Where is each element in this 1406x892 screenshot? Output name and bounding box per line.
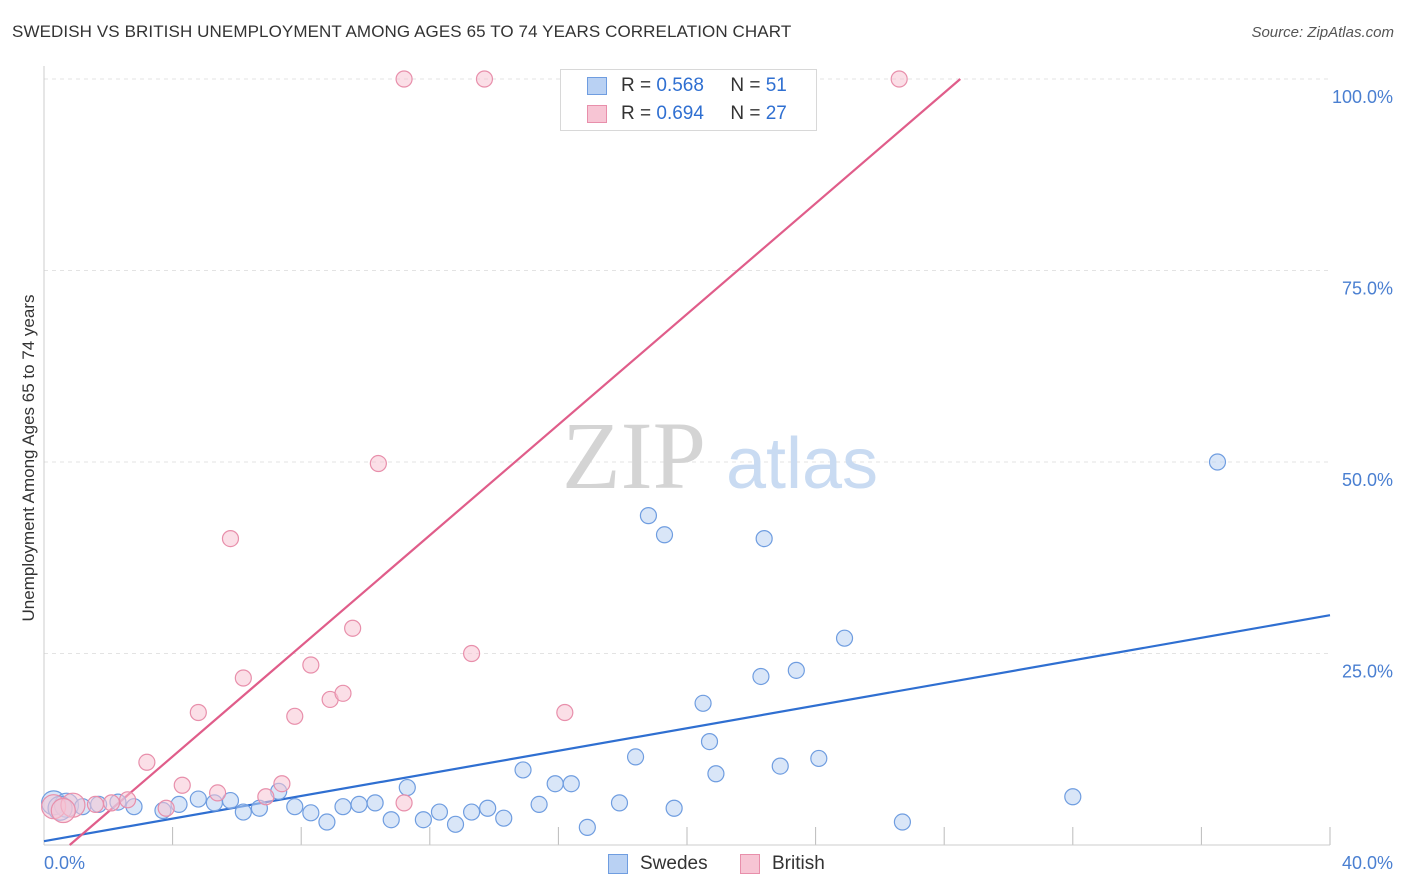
data-point-swedes (302, 804, 320, 822)
data-point-british (221, 529, 240, 548)
data-point-swedes (514, 761, 532, 779)
y-tick-label: 25.0% (1342, 662, 1393, 682)
data-point-british (556, 703, 574, 722)
data-point-swedes (752, 667, 770, 686)
data-point-swedes (479, 799, 497, 817)
data-point-british (102, 794, 121, 812)
correlation-legend: R = 0.568 N = 51 R = 0.694 N = 27 (560, 69, 817, 131)
legend-r-value: 0.568 (656, 75, 704, 96)
legend-swatch-swedes (587, 77, 607, 95)
data-point-swedes (578, 818, 596, 836)
data-point-swedes (1208, 453, 1227, 471)
legend-label-swedes: Swedes (640, 853, 708, 874)
chart-title: SWEDISH VS BRITISH UNEMPLOYMENT AMONG AG… (12, 22, 792, 41)
axes (43, 66, 1331, 846)
y-tick-label: 100.0% (1332, 87, 1393, 107)
data-point-swedes (318, 813, 336, 831)
y-tick-label: 50.0% (1342, 470, 1393, 490)
data-point-british (395, 70, 413, 88)
data-point-british (395, 794, 413, 812)
data-point-british (138, 753, 156, 771)
data-point-british (173, 776, 191, 794)
data-point-british (369, 454, 387, 473)
data-point-swedes (286, 798, 304, 816)
grid-lines (44, 78, 1330, 654)
x-tick-labels: 0.0% 40.0% (44, 853, 1393, 873)
data-point-swedes (234, 803, 252, 821)
data-point-british (234, 669, 252, 687)
data-point-british (118, 791, 137, 809)
data-point-british (273, 775, 291, 793)
data-point-british (157, 799, 175, 817)
legend-n-label: N = (730, 75, 761, 96)
data-point-swedes (665, 799, 683, 817)
data-point-swedes (694, 694, 712, 712)
data-point-british (257, 788, 275, 806)
watermark-zip: ZIP (562, 402, 706, 509)
data-point-swedes (398, 778, 416, 797)
data-point-swedes (1064, 788, 1082, 806)
source-label: Source: ZipAtlas.com (1251, 24, 1394, 41)
data-point-swedes (334, 798, 352, 816)
data-point-swedes (495, 809, 513, 827)
data-point-swedes (462, 803, 481, 821)
data-point-british (334, 684, 352, 702)
data-point-british (209, 784, 227, 802)
y-axis-label: Unemployment Among Ages 65 to 74 years (19, 295, 38, 622)
data-point-swedes (189, 790, 207, 808)
series-legend: Swedes British (0, 852, 1406, 880)
legend-swatch-british (740, 854, 760, 874)
data-point-swedes (530, 795, 548, 814)
data-point-british (50, 797, 76, 824)
data-point-swedes (382, 811, 400, 829)
data-point-british (890, 70, 908, 88)
data-point-swedes (707, 765, 725, 783)
data-point-swedes (414, 811, 432, 829)
watermark: ZIP atlas (562, 402, 878, 509)
legend-r-label: R = (621, 75, 652, 96)
legend-label-british: British (772, 853, 825, 874)
x-tick-label: 0.0% (44, 853, 85, 873)
data-point-british (462, 644, 481, 663)
legend-swatch-swedes (608, 854, 628, 874)
y-tick-labels: 100.0% 75.0% 50.0% 25.0% (1332, 87, 1393, 682)
data-point-swedes (366, 794, 384, 812)
legend-n-value: 27 (765, 103, 787, 124)
legend-r-label: R = (621, 103, 652, 124)
data-point-british (286, 707, 304, 725)
data-point-british (302, 656, 320, 674)
data-point-swedes (562, 775, 580, 793)
data-point-swedes (700, 732, 719, 751)
data-point-swedes (893, 813, 912, 831)
data-point-swedes (610, 794, 629, 812)
data-point-swedes (221, 791, 240, 810)
data-points (41, 70, 1227, 836)
x-tick-label: 40.0% (1342, 853, 1393, 873)
data-point-british (189, 703, 207, 722)
data-point-british (344, 619, 362, 637)
data-point-swedes (771, 757, 789, 775)
data-point-swedes (655, 526, 674, 544)
legend-r-value: 0.694 (656, 103, 704, 124)
legend-swatch-british (587, 105, 607, 123)
data-point-british (86, 795, 105, 814)
data-point-british (475, 70, 494, 88)
data-point-swedes (835, 629, 854, 647)
data-point-swedes (430, 803, 449, 821)
data-point-swedes (446, 815, 465, 833)
data-point-swedes (626, 748, 645, 766)
data-point-swedes (787, 661, 805, 679)
data-point-swedes (639, 507, 658, 525)
y-tick-label: 75.0% (1342, 279, 1393, 299)
data-point-swedes (755, 529, 773, 548)
watermark-atlas: atlas (726, 424, 878, 504)
trend-line-british (69, 78, 961, 846)
data-point-swedes (350, 795, 368, 814)
data-point-swedes (810, 749, 828, 768)
legend-n-label: N = (730, 103, 761, 124)
legend-n-value: 51 (765, 75, 787, 96)
data-point-swedes (546, 775, 564, 793)
